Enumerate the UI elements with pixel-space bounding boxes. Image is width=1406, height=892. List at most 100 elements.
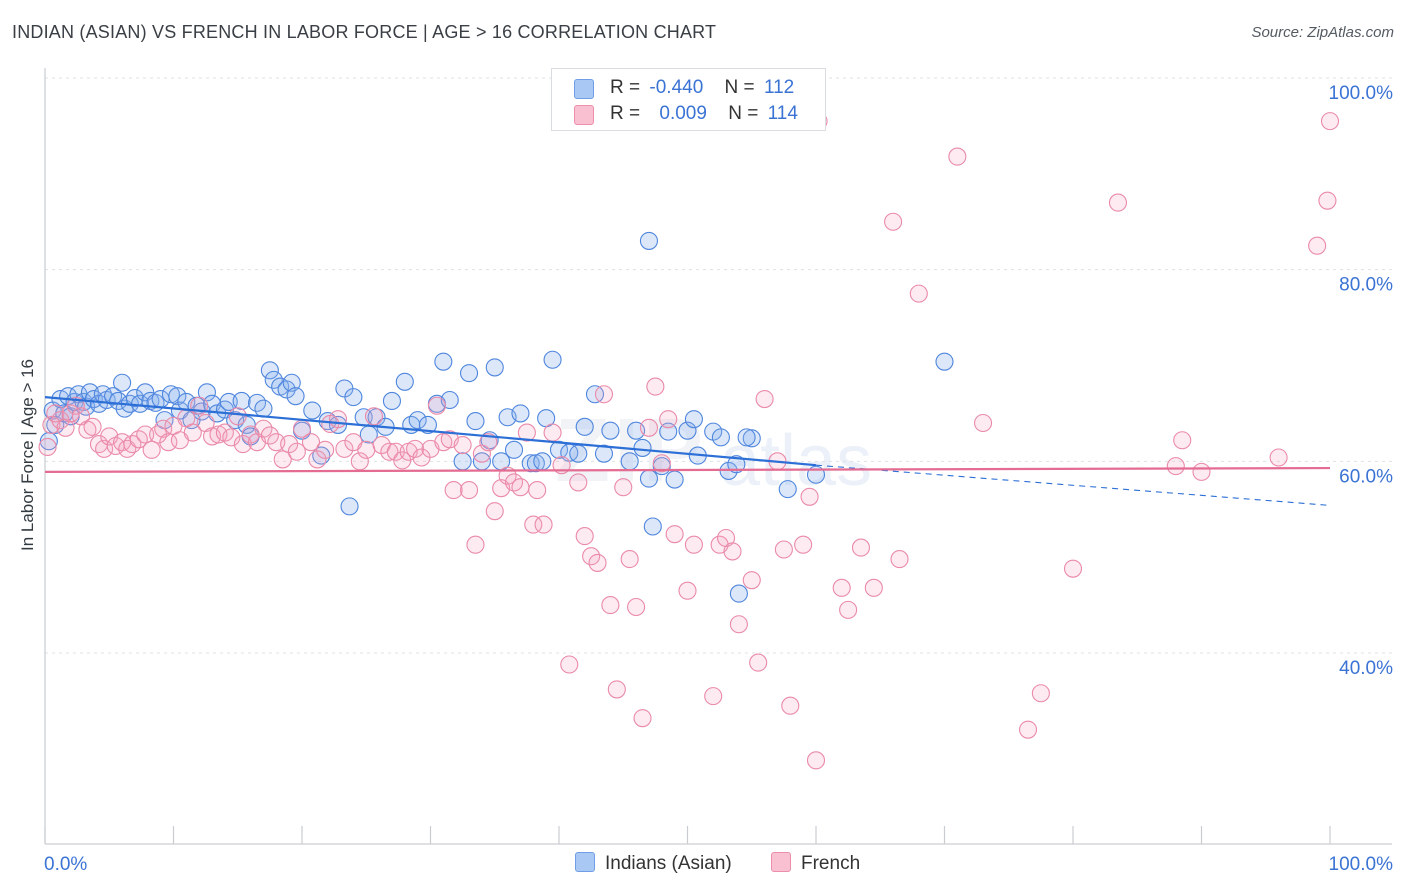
point-indians-87 [549,440,569,459]
point-indians-35 [197,383,216,402]
point-french-21 [154,419,173,438]
point-indians-53 [303,401,322,420]
point-french-100 [684,535,703,554]
point-french-22 [159,433,178,452]
point-french-106 [742,571,761,590]
point-french-110 [774,540,793,559]
point-french-1 [42,415,61,434]
point-indians-72 [453,452,472,471]
point-french-124 [973,413,993,433]
point-indians-39 [219,392,238,411]
y-tick-label-100: 100.0% [1329,83,1394,104]
point-indians-98 [643,517,662,536]
watermark-zip: ZIP [555,401,708,501]
legend-n-value-indians: 112 [763,77,795,98]
point-french-113 [806,751,826,770]
point-french-19 [142,440,161,459]
point-french-82 [560,655,579,674]
point-french-118 [851,538,871,557]
point-french-108 [755,389,774,409]
point-french-69 [472,444,491,463]
y-tick-label-60: 60.0% [1339,466,1393,487]
point-french-6 [66,396,85,415]
point-french-129 [1166,457,1185,476]
point-french-97 [659,410,678,429]
point-indians-108 [727,455,746,474]
point-indians-94 [620,452,639,471]
point-indians-111 [639,231,659,250]
point-french-135 [1320,112,1340,131]
point-french-33 [228,407,247,426]
point-french-80 [543,423,562,442]
source-label: Source: ZipAtlas.com [1251,24,1394,41]
point-french-99 [678,581,697,600]
point-indians-47 [264,370,283,389]
legend-r-value-french: 0.009 [659,103,707,124]
point-indians-68 [418,415,437,434]
point-french-119 [864,578,883,597]
point-french-26 [183,423,202,442]
point-indians-103 [684,410,703,429]
point-french-51 [350,452,369,471]
point-indians-84 [533,452,552,471]
point-french-111 [781,696,800,715]
point-french-9 [83,417,102,436]
point-indians-29 [168,387,187,406]
point-indians-50 [282,373,301,392]
point-french-115 [839,600,858,619]
point-french-120 [884,212,903,231]
point-indians-67 [408,411,427,430]
point-indians-71 [434,352,453,371]
point-french-131 [1192,462,1211,481]
point-french-55 [380,442,399,461]
trendline-indians-extension [815,464,1331,506]
point-french-93 [633,709,652,728]
point-indians-86 [543,350,562,369]
chart-title: INDIAN (ASIAN) VS FRENCH IN LABOR FORCE … [12,22,717,42]
point-french-45 [308,450,327,469]
point-indians-59 [344,388,363,407]
point-indians-112 [935,352,954,371]
point-indians-102 [678,421,697,440]
point-french-86 [588,553,607,572]
point-french-76 [517,423,536,442]
point-indians-89 [575,417,594,436]
legend-swatch-french [574,105,594,125]
point-french-32 [222,428,241,447]
point-french-8 [78,420,97,439]
legend-n-label: N = [728,103,759,124]
point-french-98 [665,525,684,544]
point-french-34 [233,435,252,454]
legend-swatch-indians [574,79,594,99]
point-french-4 [56,418,75,437]
point-french-125 [1018,720,1038,739]
point-indians-65 [395,372,414,391]
point-french-85 [582,547,601,566]
bottom-swatch-french [771,852,791,872]
point-french-96 [652,454,671,473]
bottom-legend-indians: Indians (Asian) [575,852,732,875]
point-french-67 [459,481,479,500]
point-indians-28 [161,385,180,404]
point-indians-56 [328,415,348,434]
point-french-41 [280,435,299,454]
legend-n-label: N = [724,77,755,98]
point-french-53 [364,407,384,426]
point-french-94 [639,418,659,437]
bottom-legend-french: French [771,852,860,875]
point-french-46 [316,440,335,459]
point-french-89 [607,680,626,699]
point-french-91 [620,550,639,569]
point-french-101 [704,687,723,706]
point-french-90 [614,478,633,497]
point-french-107 [749,653,768,672]
point-french-95 [646,377,665,396]
point-french-105 [729,615,748,634]
point-french-126 [1031,684,1050,703]
point-french-65 [444,481,463,500]
point-french-134 [1318,191,1337,210]
point-french-117 [800,487,819,506]
point-french-87 [594,385,614,404]
legend-r-value-indians: -0.440 [649,77,704,98]
